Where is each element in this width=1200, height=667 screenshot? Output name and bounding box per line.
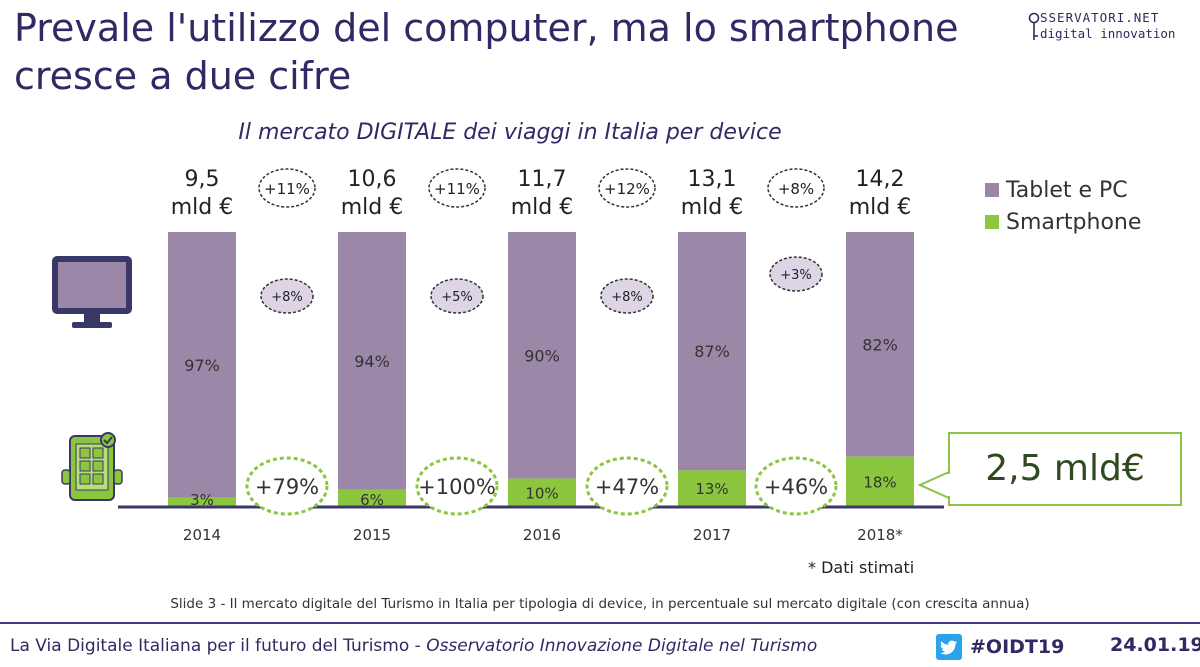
footer-text-regular: La Via Digitale Italiana per il futuro d… bbox=[10, 636, 427, 656]
growth-total-bubble: +12% bbox=[598, 168, 656, 208]
growth-pc-label: +3% bbox=[780, 268, 812, 283]
label-smartphone-2015: 6% bbox=[360, 491, 384, 509]
total-unit: mld € bbox=[680, 195, 744, 220]
growth-smartphone-bubble: +46% bbox=[754, 456, 838, 516]
x-tick-2015: 2015 bbox=[353, 526, 391, 544]
label-tablet-pc-2015: 94% bbox=[354, 352, 390, 371]
x-tick-2018*: 2018* bbox=[857, 526, 903, 544]
growth-smartphone-bubble: +47% bbox=[585, 456, 669, 516]
logo-text-bottom: digital innovation bbox=[1040, 26, 1176, 41]
label-smartphone-2018*: 18% bbox=[863, 473, 896, 491]
callout-pointer bbox=[918, 470, 950, 500]
bar-smartphone-2015 bbox=[338, 489, 406, 506]
legend-label-tablet-pc: Tablet e PC bbox=[1006, 177, 1128, 203]
growth-smartphone-label: +46% bbox=[764, 475, 828, 499]
total-value-2014: 9,5 mld € bbox=[142, 166, 262, 222]
growth-pc-label: +5% bbox=[441, 290, 473, 305]
growth-total-bubble: +11% bbox=[428, 168, 486, 208]
bar-tablet-pc-2016 bbox=[508, 232, 576, 479]
hashtag-text: #OIDT19 bbox=[970, 636, 1065, 658]
footer-date: 24.01.19 bbox=[1110, 634, 1200, 656]
bar-tablet-pc-2015 bbox=[338, 232, 406, 490]
smartphone-value-callout: 2,5 mld€ bbox=[948, 432, 1182, 506]
bar-tablet-pc-2014 bbox=[168, 232, 236, 498]
total-unit: mld € bbox=[848, 195, 912, 220]
total-unit: mld € bbox=[340, 195, 404, 220]
growth-pc-bubble: +3% bbox=[769, 256, 823, 292]
growth-smartphone-bubble: +79% bbox=[245, 456, 329, 516]
estimate-note: * Dati stimati bbox=[808, 558, 915, 577]
bar-smartphone-2016 bbox=[508, 478, 576, 506]
footer-divider bbox=[0, 622, 1200, 624]
label-tablet-pc-2017: 87% bbox=[694, 342, 730, 361]
growth-total-label: +8% bbox=[778, 180, 814, 198]
bar-tablet-pc-2018* bbox=[846, 232, 914, 457]
growth-total-bubble: +8% bbox=[767, 168, 825, 208]
growth-smartphone-label: +79% bbox=[255, 475, 319, 499]
total-value-2018*: 14,2 mld € bbox=[820, 166, 940, 222]
logo-key-icon bbox=[1028, 12, 1040, 40]
total-amount: 11,7 bbox=[517, 167, 567, 192]
footer-text: La Via Digitale Italiana per il futuro d… bbox=[10, 636, 817, 656]
bar-tablet-pc-2017 bbox=[678, 232, 746, 471]
label-tablet-pc-2016: 90% bbox=[524, 346, 560, 365]
label-smartphone-2016: 10% bbox=[525, 484, 558, 502]
bar-smartphone-2014 bbox=[168, 497, 236, 506]
slide-title-line-2: cresce a due cifre bbox=[14, 54, 352, 98]
growth-pc-bubble: +8% bbox=[260, 278, 314, 314]
growth-pc-label: +8% bbox=[271, 290, 303, 305]
growth-total-label: +12% bbox=[604, 180, 650, 198]
total-unit: mld € bbox=[170, 195, 234, 220]
logo-text-top: SSERVATORI.NET bbox=[1040, 10, 1160, 25]
total-amount: 14,2 bbox=[855, 167, 905, 192]
twitter-icon bbox=[936, 634, 962, 660]
total-value-2016: 11,7 mld € bbox=[482, 166, 602, 222]
slide-title: Prevale l'utilizzo del computer, ma lo s… bbox=[14, 4, 974, 100]
x-tick-2017: 2017 bbox=[693, 526, 731, 544]
label-tablet-pc-2018*: 82% bbox=[862, 335, 898, 354]
legend-swatch-smartphone bbox=[985, 215, 999, 229]
total-amount: 13,1 bbox=[687, 167, 737, 192]
total-amount: 9,5 bbox=[184, 167, 220, 192]
monitor-icon bbox=[52, 256, 132, 328]
growth-smartphone-label: +47% bbox=[595, 475, 659, 499]
legend-swatch-tablet-pc bbox=[985, 183, 999, 197]
growth-smartphone-label: +100% bbox=[418, 475, 496, 499]
growth-total-label: +11% bbox=[434, 180, 480, 198]
callout-text: 2,5 mld€ bbox=[985, 448, 1145, 489]
osservatori-logo: SSERVATORI.NET digital innovation bbox=[1028, 10, 1188, 46]
x-tick-2014: 2014 bbox=[183, 526, 221, 544]
growth-smartphone-bubble: +100% bbox=[415, 456, 499, 516]
total-value-2017: 13,1 mld € bbox=[652, 166, 772, 222]
total-unit: mld € bbox=[510, 195, 574, 220]
growth-pc-label: +8% bbox=[611, 290, 643, 305]
x-tick-2016: 2016 bbox=[523, 526, 561, 544]
total-value-2015: 10,6 mld € bbox=[312, 166, 432, 222]
total-amount: 10,6 bbox=[347, 167, 397, 192]
slide-caption: Slide 3 - Il mercato digitale del Turism… bbox=[170, 596, 1030, 612]
growth-total-label: +11% bbox=[264, 180, 310, 198]
smartphone-icon bbox=[61, 432, 123, 501]
label-tablet-pc-2014: 97% bbox=[184, 356, 220, 375]
bar-smartphone-2017 bbox=[678, 470, 746, 506]
growth-pc-bubble: +8% bbox=[600, 278, 654, 314]
chart-legend: Tablet e PC Smartphone bbox=[985, 174, 1141, 238]
legend-item-smartphone: Smartphone bbox=[985, 206, 1141, 238]
label-smartphone-2017: 13% bbox=[695, 480, 728, 498]
legend-label-smartphone: Smartphone bbox=[1006, 209, 1142, 235]
growth-total-bubble: +11% bbox=[258, 168, 316, 208]
bar-smartphone-2018* bbox=[846, 456, 914, 506]
growth-pc-bubble: +5% bbox=[430, 278, 484, 314]
slide-title-line-1: Prevale l'utilizzo del computer, ma lo s… bbox=[14, 6, 959, 50]
footer-hashtag: #OIDT19 bbox=[936, 634, 1064, 660]
legend-item-tablet-pc: Tablet e PC bbox=[985, 174, 1141, 206]
footer-text-italic: Osservatorio Innovazione Digitale nel Tu… bbox=[426, 636, 818, 656]
chart-subtitle: Il mercato DIGITALE dei viaggi in Italia… bbox=[238, 120, 782, 145]
label-smartphone-2014: 3% bbox=[190, 491, 214, 509]
